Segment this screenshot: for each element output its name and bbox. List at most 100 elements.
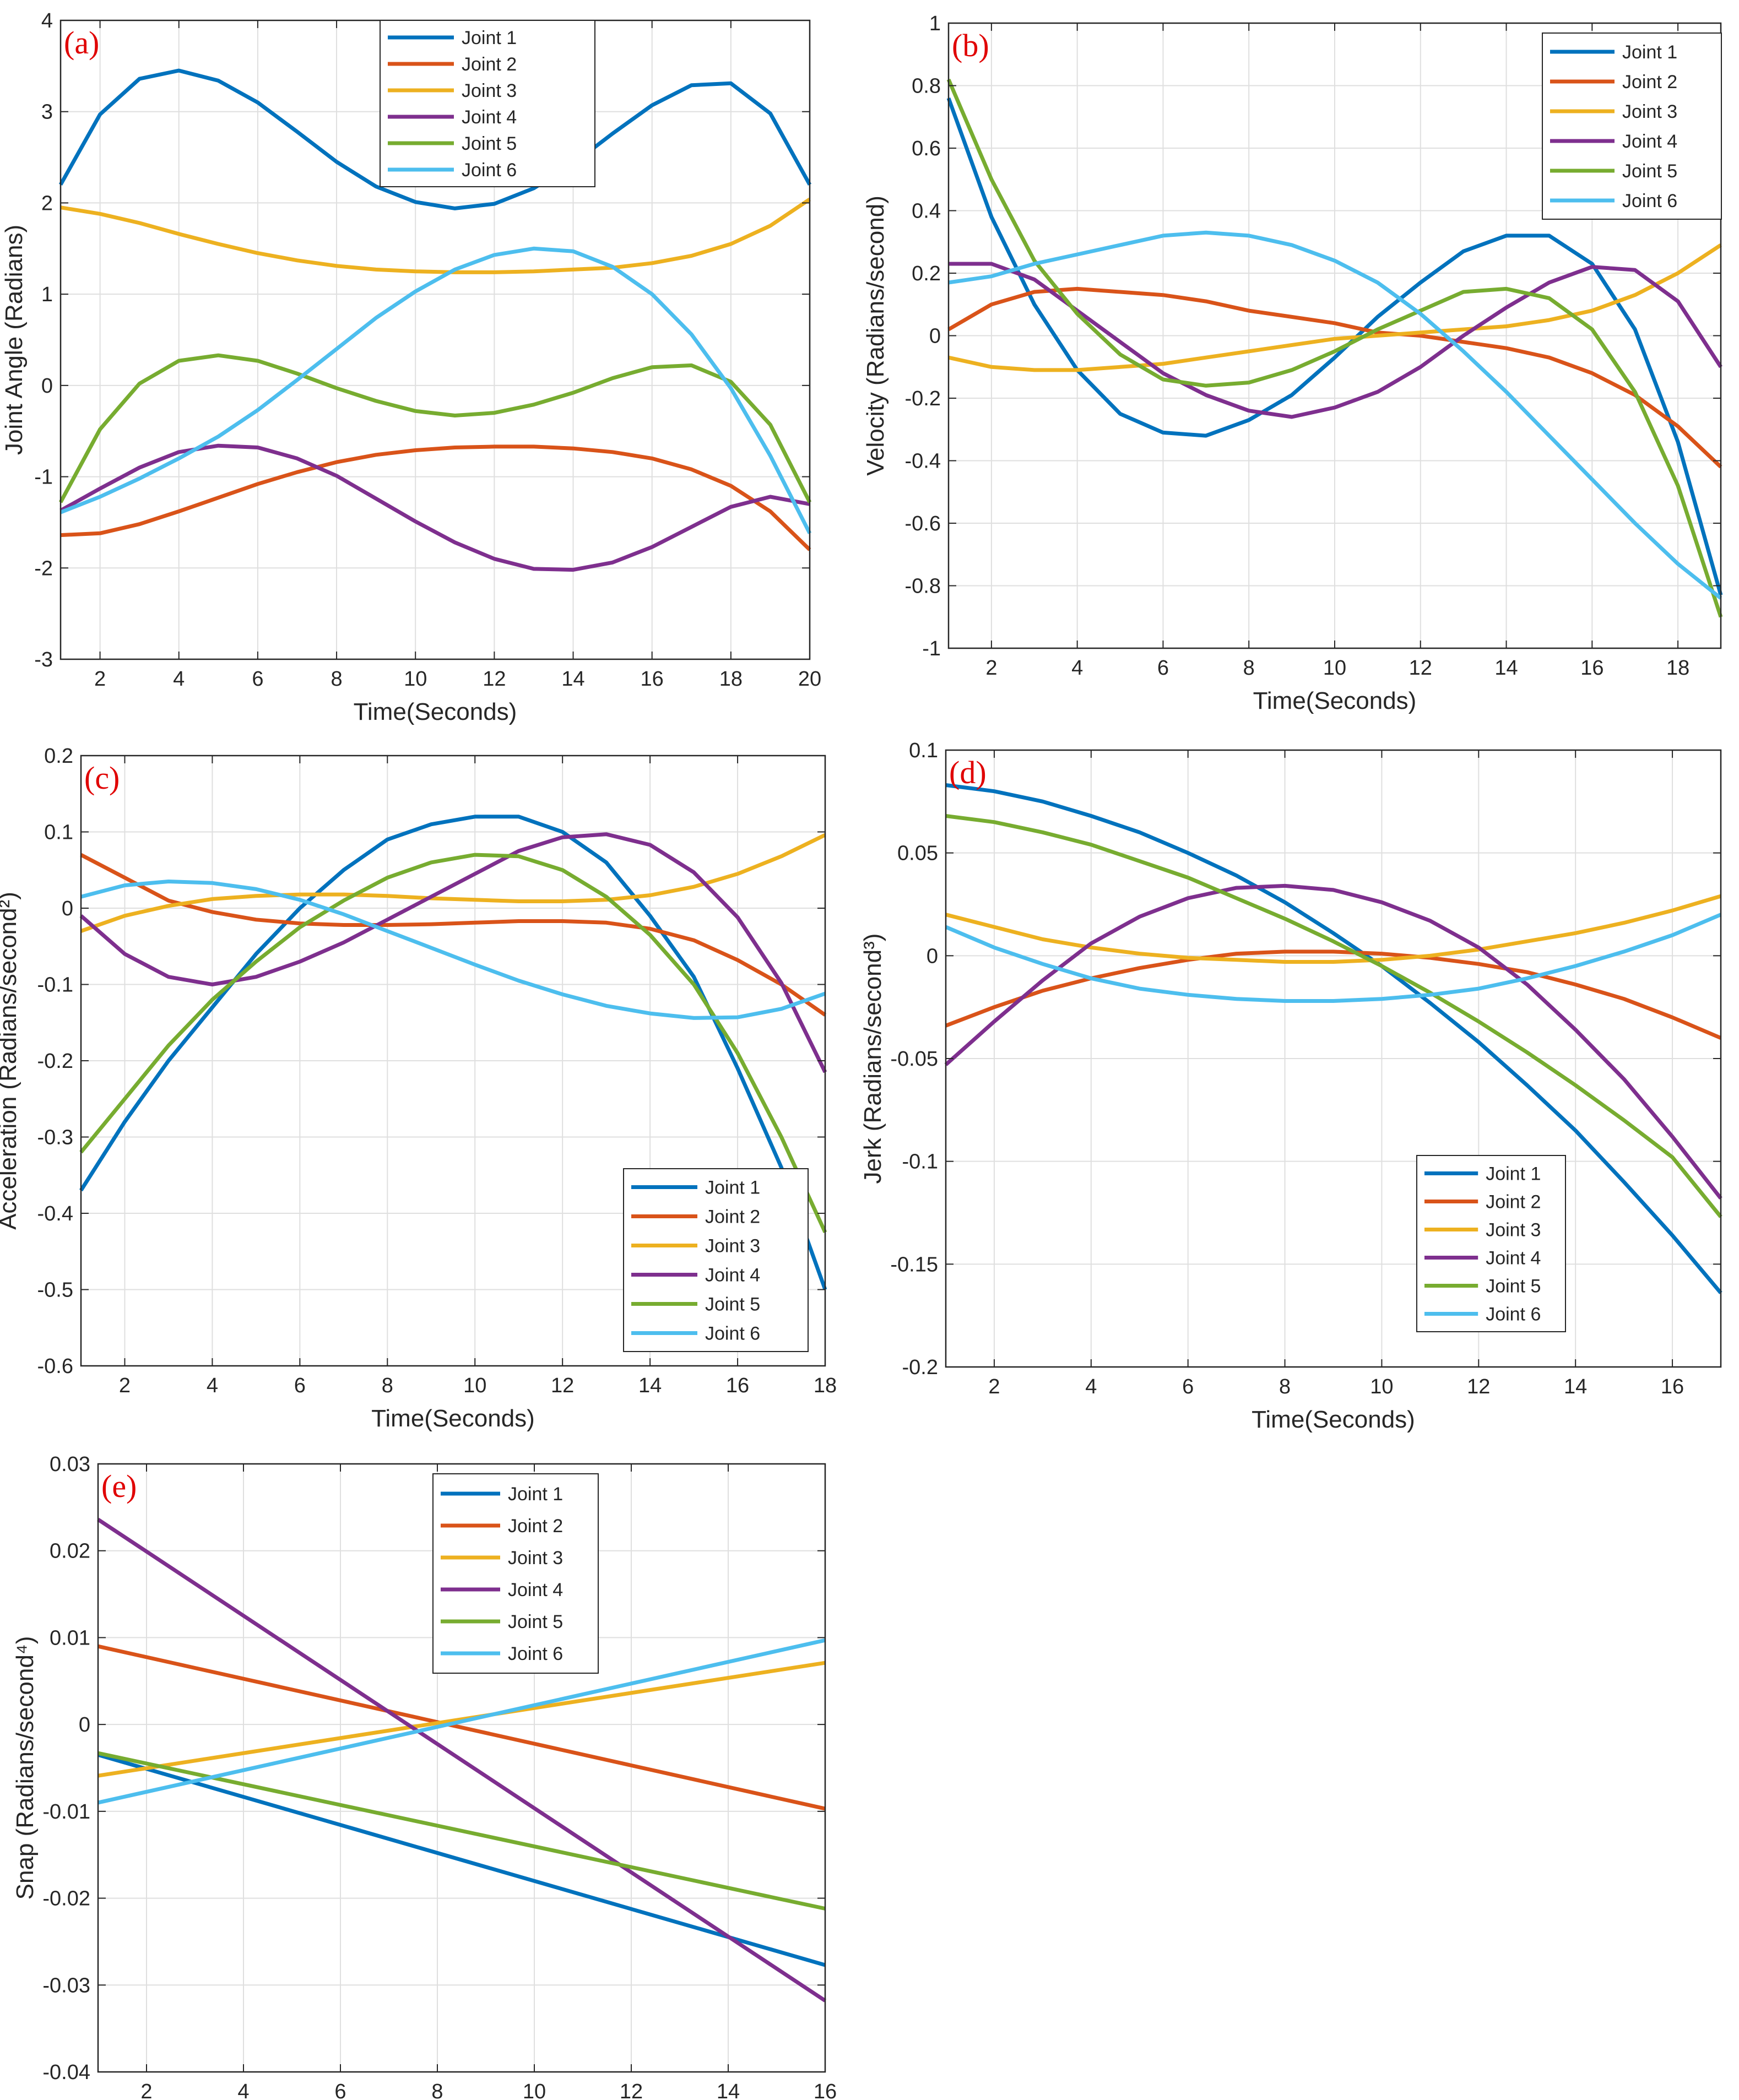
legend-label-joint-5: Joint 5 — [1622, 161, 1677, 182]
y-tick-label: 0.01 — [50, 1626, 90, 1649]
x-tick-label: 18 — [814, 1374, 837, 1397]
x-axis-label: Time(Seconds) — [1252, 1406, 1415, 1433]
y-tick-label: -1 — [34, 466, 53, 489]
legend-label-joint-2: Joint 2 — [705, 1207, 760, 1228]
legend-label-joint-4: Joint 4 — [1622, 131, 1677, 152]
series-line-joint-2 — [947, 286, 1722, 469]
x-tick-label: 6 — [294, 1374, 306, 1397]
x-tick-label: 12 — [483, 668, 506, 691]
panel-tag: (e) — [101, 1468, 137, 1504]
x-axis-label: Time(Seconds) — [371, 1405, 535, 1432]
x-tick-label: 4 — [207, 1374, 218, 1397]
y-tick-label: -0.02 — [42, 1887, 90, 1911]
x-tick-label: 4 — [173, 668, 185, 691]
legend-label-joint-2: Joint 2 — [462, 54, 517, 75]
x-tick-label: 14 — [1564, 1375, 1587, 1398]
series-line-joint-4 — [97, 1517, 826, 2003]
legend-box — [1542, 32, 1722, 220]
x-tick-label: 14 — [1494, 656, 1518, 680]
y-tick-label: 2 — [41, 192, 53, 215]
series-line-joint-3 — [945, 894, 1721, 964]
series-line-joint-6 — [97, 1638, 826, 1805]
x-tick-label: 6 — [334, 2080, 346, 2100]
x-tick-label: 12 — [620, 2080, 643, 2100]
legend-label-joint-6: Joint 6 — [462, 160, 517, 181]
y-tick-label: -0.8 — [905, 575, 941, 598]
y-tick-label: -0.6 — [37, 1355, 73, 1378]
legend-label-joint-2: Joint 2 — [1486, 1192, 1541, 1213]
x-tick-label: 4 — [237, 2080, 249, 2100]
series-line-joint-2 — [80, 853, 827, 1017]
x-tick-label: 16 — [641, 668, 664, 691]
y-tick-label: -3 — [34, 648, 53, 671]
y-tick-label: -0.2 — [37, 1050, 73, 1073]
legend: Joint 1 Joint 2 Joint 3 Joint 4 Joint 5 Joint… — [1416, 1155, 1566, 1332]
y-tick-label: 0.02 — [50, 1540, 90, 1563]
series-line-joint-4 — [79, 832, 827, 1073]
x-tick-label: 16 — [1580, 656, 1603, 680]
x-tick-label: 4 — [1071, 656, 1083, 680]
y-axis-label: Jerk (Radians/second³) — [859, 934, 886, 1184]
y-tick-label: 0 — [929, 325, 941, 348]
y-tick-label: 0.4 — [912, 200, 941, 223]
y-tick-label: -0.15 — [890, 1253, 938, 1276]
legend-label-joint-3: Joint 3 — [1622, 101, 1677, 122]
y-tick-label: 0.8 — [912, 75, 941, 98]
series-line-joint-5 — [58, 353, 812, 503]
y-tick-label: 0 — [62, 897, 73, 920]
x-tick-label: 8 — [382, 1374, 393, 1397]
x-tick-label: 16 — [1661, 1375, 1684, 1398]
y-tick-label: -0.4 — [37, 1202, 73, 1225]
legend-label-joint-6: Joint 6 — [1486, 1304, 1541, 1325]
series-line-joint-2 — [60, 444, 811, 551]
series-line-joint-3 — [60, 197, 811, 274]
x-tick-label: 2 — [988, 1375, 1000, 1398]
legend-box — [623, 1168, 809, 1352]
series-line-joint-1 — [945, 783, 1722, 1294]
legend-label-joint-5: Joint 5 — [1486, 1276, 1541, 1297]
legend-label-joint-5: Joint 5 — [462, 133, 517, 154]
legend-label-joint-1: Joint 1 — [1622, 42, 1677, 63]
x-axis-label: Time(Seconds) — [1253, 687, 1417, 714]
y-tick-label: 0.03 — [50, 1453, 90, 1476]
series-line-joint-3 — [948, 243, 1722, 372]
x-tick-label: 8 — [431, 2080, 443, 2100]
legend-label-joint-2: Joint 2 — [508, 1516, 563, 1537]
series-line-joint-1 — [79, 815, 827, 1290]
legend: Joint 1 Joint 2 Joint 3 Joint 4 Joint 5 Joint… — [432, 1473, 599, 1674]
panel-tag: (b) — [952, 28, 989, 63]
y-tick-label: -0.4 — [905, 450, 941, 473]
legend: Joint 1 Joint 2 Joint 3 Joint 4 Joint 5 Joint… — [1542, 32, 1722, 220]
legend-label-joint-6: Joint 6 — [1622, 191, 1677, 211]
series-line-joint-6 — [948, 230, 1722, 600]
series-line-joint-3 — [80, 833, 826, 933]
y-tick-label: -1 — [922, 637, 941, 660]
y-tick-label: 0.05 — [897, 842, 938, 865]
x-tick-label: 16 — [726, 1374, 749, 1397]
legend-label-joint-1: Joint 1 — [705, 1177, 760, 1198]
series-line-joint-4 — [949, 262, 1722, 419]
legend: Joint 1 Joint 2 Joint 3 Joint 4 Joint 5 Joint… — [623, 1168, 809, 1352]
panel-tag: (c) — [84, 760, 120, 796]
x-tick-label: 8 — [1243, 656, 1255, 680]
series-line-joint-1 — [58, 68, 812, 210]
y-tick-label: 3 — [41, 101, 53, 124]
series-line-joint-5 — [946, 78, 1723, 618]
legend-box — [1416, 1155, 1566, 1332]
legend-label-joint-4: Joint 4 — [508, 1580, 563, 1600]
axes-frame — [97, 1463, 826, 2073]
y-axis-label: Snap (Radians/second⁴) — [12, 1636, 39, 1900]
y-tick-label: 0.6 — [912, 137, 941, 160]
y-tick-label: -0.05 — [890, 1048, 938, 1071]
legend-label-joint-6: Joint 6 — [705, 1323, 760, 1344]
legend-label-joint-4: Joint 4 — [1486, 1248, 1541, 1269]
y-tick-label: -0.5 — [37, 1279, 73, 1302]
y-tick-label: 0 — [927, 945, 938, 968]
y-tick-label: 0.1 — [909, 739, 938, 762]
y-axis-label: Acceleration (Radians/second²) — [0, 892, 21, 1230]
x-tick-label: 10 — [463, 1374, 486, 1397]
legend-label-joint-4: Joint 4 — [462, 107, 517, 128]
chart-panel-c: 2 4 6 8 10 12 14 16 18 -0.6 -0.5 -0.4 -0.3 -0.2 -0.1 0 0… — [0, 745, 837, 1432]
series-line-joint-2 — [97, 1644, 826, 1811]
